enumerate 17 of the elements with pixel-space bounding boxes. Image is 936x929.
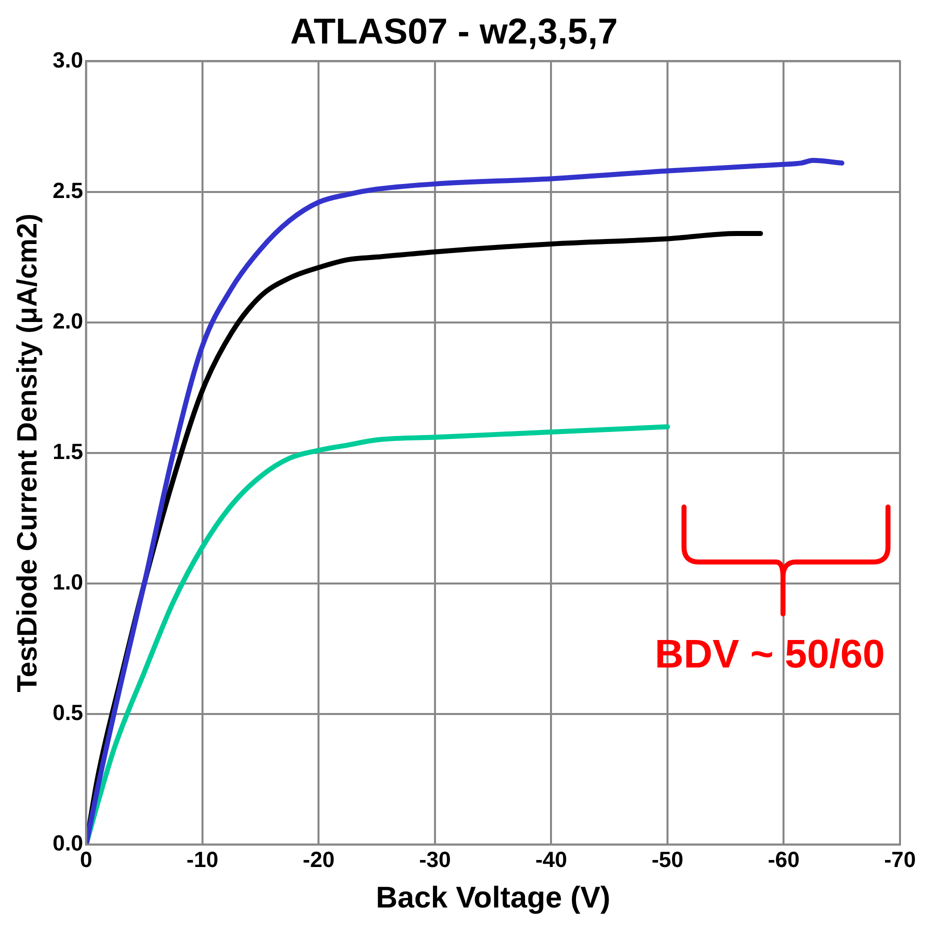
y-tick-label: 1.0	[52, 570, 84, 595]
chart-title: ATLAS07 - w2,3,5,7	[290, 10, 618, 52]
y-tick-label: 2.0	[52, 308, 84, 334]
y-axis-title: TestDiode Current Density (μA/cm2)	[12, 214, 43, 692]
x-tick-label: -20	[302, 846, 335, 872]
y-tick-label: 1.5	[52, 438, 84, 464]
x-tick-label: -30	[419, 846, 451, 872]
annotation: BDV ~ 50/60	[654, 632, 885, 677]
x-tick-label: -40	[535, 846, 568, 872]
y-tick-label: 2.5	[52, 178, 84, 203]
x-tick-label: -70	[884, 846, 916, 872]
x-tick-label: -10	[186, 846, 218, 872]
x-tick-label: -60	[768, 846, 800, 872]
y-tick-label: 3.0	[52, 47, 84, 72]
x-tick-label: -50	[652, 846, 684, 872]
y-tick-label: 0.5	[52, 700, 84, 726]
x-axis-title: Back Voltage (V)	[376, 881, 610, 914]
